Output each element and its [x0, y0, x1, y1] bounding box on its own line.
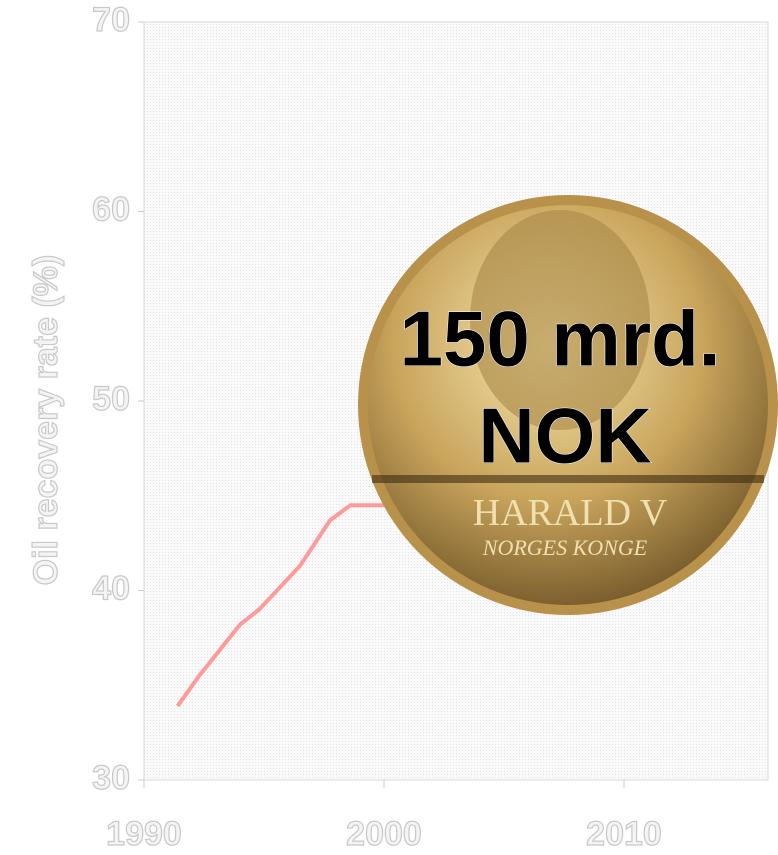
annotation: NOK: [478, 392, 651, 480]
y-tick-label: 30: [92, 759, 130, 797]
coin-image: HARALD V NORGES KONGE: [358, 195, 778, 615]
data-line: [175, 503, 384, 708]
y-tick-label: 50: [92, 380, 130, 418]
x-tick-label: 2010: [586, 815, 662, 853]
y-tick-label: 70: [92, 1, 130, 39]
y-tick-label: 40: [92, 569, 130, 607]
x-tick-label: 2000: [346, 815, 422, 853]
coin-inscription: NORGES KONGE: [482, 535, 648, 560]
y-axis-label: Oil recovery rate (%): [27, 255, 65, 586]
coin-inscription: HARALD V: [473, 492, 668, 534]
x-tick-label: 1990: [106, 815, 182, 853]
annotation: 150 mrd.: [400, 295, 721, 383]
y-tick-label: 60: [92, 190, 130, 228]
